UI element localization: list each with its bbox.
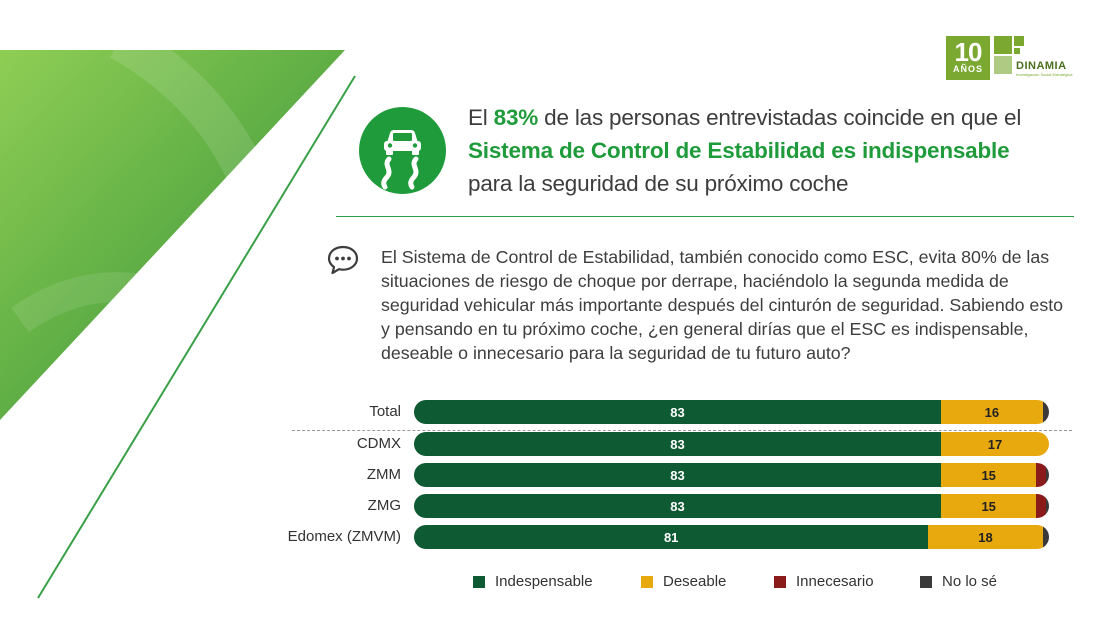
stacked-bar: 83 15 bbox=[414, 494, 1049, 518]
data-label: 15 bbox=[981, 498, 996, 514]
bar-segment: 83 bbox=[414, 432, 942, 456]
legend-item: No lo sé bbox=[920, 573, 997, 590]
logo-tagline: Investigación Social Estratégica bbox=[1016, 72, 1073, 77]
headline-emphasis: Sistema de Control de Estabilidad es ind… bbox=[468, 138, 1010, 163]
stacked-bar: 83 15 bbox=[414, 463, 1049, 487]
bar-segment: 81 bbox=[414, 525, 929, 549]
data-label: 83 bbox=[670, 436, 685, 452]
headline-part2: de las personas entrevistadas coincide e… bbox=[538, 105, 1022, 130]
bar-segment: 83 bbox=[414, 400, 942, 424]
data-label: 15 bbox=[981, 467, 996, 483]
category-label: Edomex (ZMVM) bbox=[287, 528, 401, 545]
dinamia-logo: 10 AÑOS DINAMIA Investigación Social Est… bbox=[946, 36, 1073, 80]
headline: El 83% de las personas entrevistadas coi… bbox=[468, 101, 1088, 200]
total-separator-line bbox=[292, 430, 1072, 431]
category-label: Total bbox=[369, 403, 401, 420]
diagonal-frame-line bbox=[37, 75, 356, 599]
legend-swatch bbox=[920, 575, 932, 588]
data-label: 81 bbox=[663, 529, 679, 545]
logo-square bbox=[1014, 48, 1020, 54]
bar-row: Edomex (ZMVM) 81 18 bbox=[0, 525, 1117, 549]
bar-segment bbox=[1045, 494, 1049, 518]
stacked-bar: 81 18 bbox=[414, 525, 1049, 549]
legend-swatch bbox=[473, 575, 485, 588]
legend-item: Indespensable bbox=[473, 573, 593, 590]
data-label: 18 bbox=[978, 529, 993, 545]
category-label: ZMG bbox=[367, 497, 401, 514]
bar-row: CDMX 83 17 bbox=[0, 432, 1117, 456]
bar-segment bbox=[1036, 494, 1046, 518]
bar-segment: 16 bbox=[941, 400, 1043, 424]
logo-years-word: AÑOS bbox=[952, 64, 983, 74]
legend-label: Deseable bbox=[663, 573, 727, 590]
bar-segment: 15 bbox=[941, 494, 1037, 518]
legend-label: Indespensable bbox=[495, 573, 593, 590]
data-label: 16 bbox=[984, 404, 1000, 420]
headline-part1: El bbox=[468, 105, 494, 130]
data-label: 17 bbox=[987, 436, 1003, 452]
legend-item: Innecesario bbox=[774, 573, 874, 590]
bar-segment: 15 bbox=[941, 463, 1037, 487]
bar-segment: 18 bbox=[928, 525, 1043, 549]
bar-row: Total 83 16 bbox=[0, 400, 1117, 424]
chart-legend: Indespensable Deseable Innecesario No lo sé bbox=[0, 573, 1117, 593]
bar-row: ZMG 83 15 bbox=[0, 494, 1117, 518]
skidding-car-icon bbox=[359, 107, 446, 194]
legend-item: Deseable bbox=[641, 573, 726, 590]
section-divider bbox=[336, 216, 1074, 217]
legend-swatch bbox=[641, 575, 653, 588]
data-label: 83 bbox=[670, 467, 685, 483]
headline-percentage: 83% bbox=[493, 105, 539, 130]
legend-label: No lo sé bbox=[942, 573, 998, 590]
steering-wheel-shape bbox=[109, 22, 291, 426]
category-label: ZMM bbox=[366, 466, 401, 483]
stacked-bar: 83 16 bbox=[414, 400, 1049, 424]
bar-segment bbox=[1045, 463, 1049, 487]
data-label: 83 bbox=[670, 404, 685, 420]
stacked-bar: 83 17 bbox=[414, 432, 1049, 456]
green-panel bbox=[0, 50, 345, 420]
data-label: 83 bbox=[670, 498, 685, 514]
bar-segment: 83 bbox=[414, 494, 942, 518]
bar-segment bbox=[1036, 463, 1046, 487]
logo-square bbox=[994, 56, 1012, 74]
logo-square bbox=[1014, 36, 1024, 46]
bar-row: ZMM 83 15 bbox=[0, 463, 1117, 487]
legend-swatch bbox=[774, 575, 786, 588]
logo-mark: DINAMIA Investigación Social Estratégica bbox=[994, 36, 1073, 80]
legend-label: Innecesario bbox=[796, 573, 874, 590]
logo-years-number: 10 bbox=[954, 37, 983, 67]
bar-segment bbox=[1042, 400, 1049, 424]
logo-brand-name: DINAMIA bbox=[1016, 60, 1067, 72]
category-label: CDMX bbox=[356, 435, 401, 452]
headline-part3: para la seguridad de su próximo coche bbox=[468, 171, 849, 196]
bar-segment: 83 bbox=[414, 463, 942, 487]
bar-segment bbox=[1042, 525, 1049, 549]
bar-segment: 17 bbox=[941, 432, 1049, 456]
chat-bubble-icon bbox=[327, 245, 359, 280]
ten-years-badge: 10 AÑOS bbox=[946, 36, 990, 80]
logo-square bbox=[994, 36, 1012, 54]
hand-shape bbox=[11, 272, 222, 340]
survey-question: El Sistema de Control de Estabilidad, ta… bbox=[381, 247, 1064, 363]
